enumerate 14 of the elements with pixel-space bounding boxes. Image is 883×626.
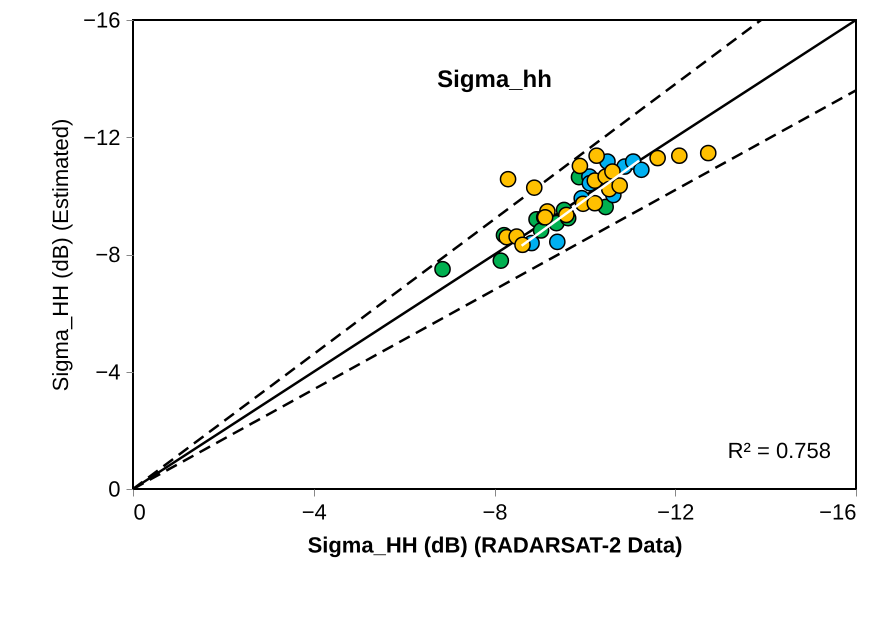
x-tick-label: −12 xyxy=(657,500,694,524)
annotation: R² = 0.758 xyxy=(728,438,831,463)
text: Sigma_hh xyxy=(437,66,552,93)
y-tick-label: −16 xyxy=(83,8,120,32)
x-tick-label: −4 xyxy=(302,500,327,524)
y-axis-title: Sigma_HH (dB) (Estimated) xyxy=(48,118,74,392)
x-tick-label: 0 xyxy=(134,500,146,524)
y-tick-label: −4 xyxy=(95,359,120,384)
y-tick-label: 0 xyxy=(108,476,120,502)
y-tick-label: −8 xyxy=(95,242,120,267)
x-tick-label: −16 xyxy=(819,500,856,524)
x-axis-title: Sigma_HH (dB) (RADARSAT-2 Data) xyxy=(308,532,682,558)
y-tick-label: −12 xyxy=(83,124,120,150)
x-tick-label: −8 xyxy=(482,500,508,524)
